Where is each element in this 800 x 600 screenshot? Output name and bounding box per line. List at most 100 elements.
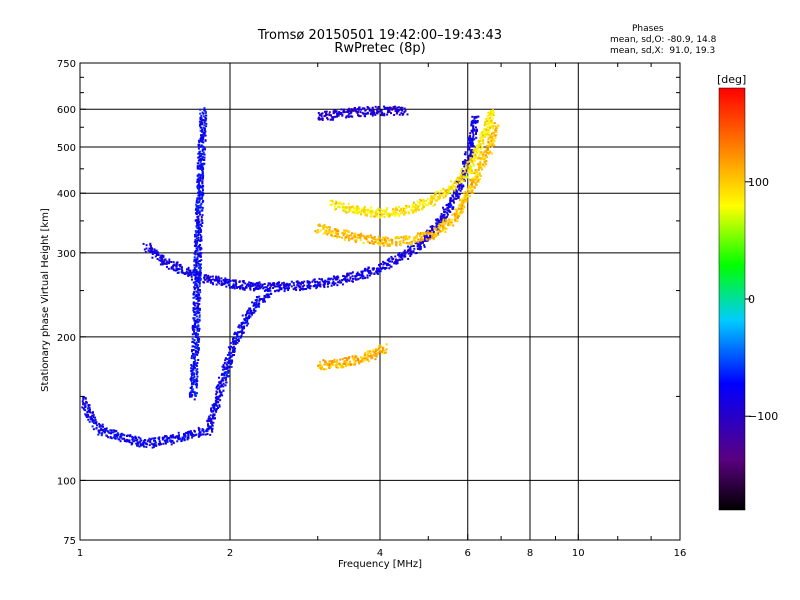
data-point [488,126,491,128]
data-point [469,151,472,154]
data-point [198,201,201,204]
data-point [388,213,391,216]
data-point [193,429,196,432]
data-point [399,240,402,243]
data-point [364,236,367,239]
data-point [193,339,196,342]
data-point [240,325,243,328]
data-point [471,131,474,134]
data-point [215,400,218,403]
data-point [201,429,204,432]
data-point [448,218,451,221]
data-point [195,282,198,285]
data-point [194,260,197,263]
data-point [382,349,384,352]
data-point [440,217,443,220]
data-point [487,131,490,134]
data-point [490,109,493,112]
data-point [485,149,488,152]
data-point [380,267,383,270]
data-point [202,176,204,179]
data-point [442,214,445,217]
data-point [149,441,152,444]
data-point [367,360,370,363]
data-point [199,178,202,181]
data-point [446,206,449,209]
data-point [218,389,221,392]
data-point [482,142,485,145]
data-point [228,278,231,281]
data-point [197,263,200,266]
data-point [194,359,197,362]
data-point [191,271,194,274]
data-point [403,107,406,110]
data-point [190,377,193,380]
data-point [429,236,432,238]
data-point [406,206,409,208]
data-point [299,289,301,292]
data-point [192,391,195,394]
data-point [272,283,274,286]
data-point [409,250,412,253]
data-point [326,232,329,235]
data-point [438,197,441,200]
data-point [377,242,380,245]
data-point [228,281,231,284]
data-point [452,183,454,186]
data-point [478,141,481,144]
data-point [467,169,470,172]
data-point [150,442,153,445]
data-point [195,372,198,375]
data-point [218,404,221,407]
data-point [396,236,398,238]
data-point [198,206,201,209]
data-point [494,134,497,137]
data-point [481,134,484,137]
data-point [398,214,400,217]
data-point [199,240,202,242]
data-point [228,348,231,350]
data-point [105,434,108,437]
data-point [383,216,386,219]
data-point [321,278,323,281]
data-point [199,297,202,300]
data-point [458,211,461,214]
data-point [200,134,203,137]
data-point [345,280,348,283]
data-point [198,327,201,330]
data-point [92,416,95,418]
data-point [172,265,175,267]
data-point [462,202,465,204]
data-point [465,195,468,198]
data-point [371,356,374,359]
data-point [295,289,298,291]
data-point [200,174,203,177]
data-point [463,206,466,209]
data-point [424,232,427,235]
data-point [200,263,202,266]
data-point [233,284,236,287]
data-point [472,125,475,128]
data-point [201,140,204,143]
data-point [227,369,230,372]
data-point [195,212,198,214]
data-point [444,195,447,197]
data-point [378,263,380,266]
data-point [361,208,364,211]
data-point [256,284,259,286]
y-axis-label: Stationary phase Virtual Height [km] [40,208,51,392]
data-point [359,115,362,118]
data-point [195,284,198,287]
data-point [401,207,404,210]
data-point [402,254,404,257]
data-point [416,200,419,203]
data-point [411,209,414,211]
data-point [351,357,354,360]
data-point [350,115,353,118]
data-point [442,208,445,211]
data-point [403,207,405,210]
x-tick-label: 4 [377,548,383,559]
data-point [106,430,109,432]
data-point [353,361,356,364]
data-point [198,432,201,435]
